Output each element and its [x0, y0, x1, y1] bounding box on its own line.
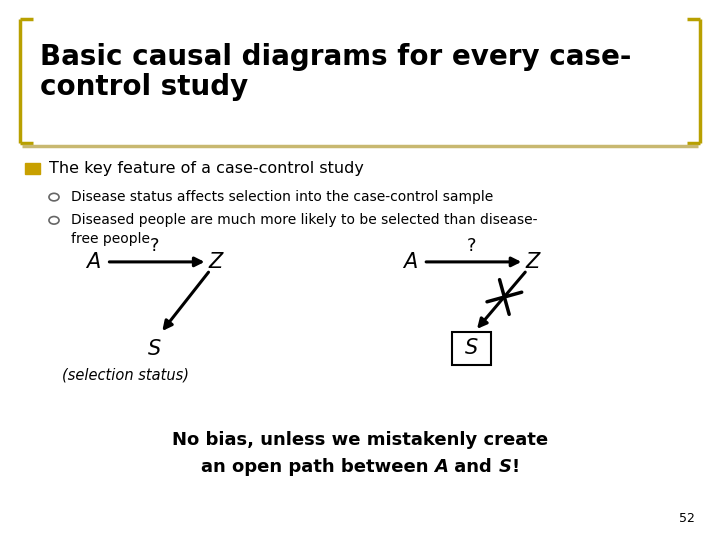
Text: Disease status affects selection into the case-control sample: Disease status affects selection into th… [71, 190, 492, 204]
Text: Basic causal diagrams for every case-: Basic causal diagrams for every case- [40, 43, 631, 71]
Bar [452, 332, 492, 365]
Text: S: S [498, 458, 511, 476]
Text: S: S [465, 338, 478, 359]
Text: No bias, unless we mistakenly create: No bias, unless we mistakenly create [172, 431, 548, 449]
Text: (selection status): (selection status) [63, 368, 189, 383]
Text: The key feature of a case-control study: The key feature of a case-control study [49, 161, 364, 176]
Text: Z: Z [526, 252, 540, 272]
Text: control study: control study [40, 73, 248, 102]
Text: A: A [86, 252, 101, 272]
Text: and: and [449, 458, 498, 476]
Text: !: ! [511, 458, 519, 476]
Text: an open path between: an open path between [201, 458, 434, 476]
Text: A: A [403, 252, 418, 272]
Text: S: S [148, 339, 161, 360]
Text: ?: ? [150, 237, 160, 255]
Bar [25, 163, 40, 174]
Text: Z: Z [209, 252, 223, 272]
Text: 52: 52 [679, 512, 695, 525]
Text: free people: free people [71, 232, 150, 246]
Text: ?: ? [467, 237, 477, 255]
Text: Diseased people are much more likely to be selected than disease-: Diseased people are much more likely to … [71, 213, 537, 227]
Text: A: A [434, 458, 449, 476]
